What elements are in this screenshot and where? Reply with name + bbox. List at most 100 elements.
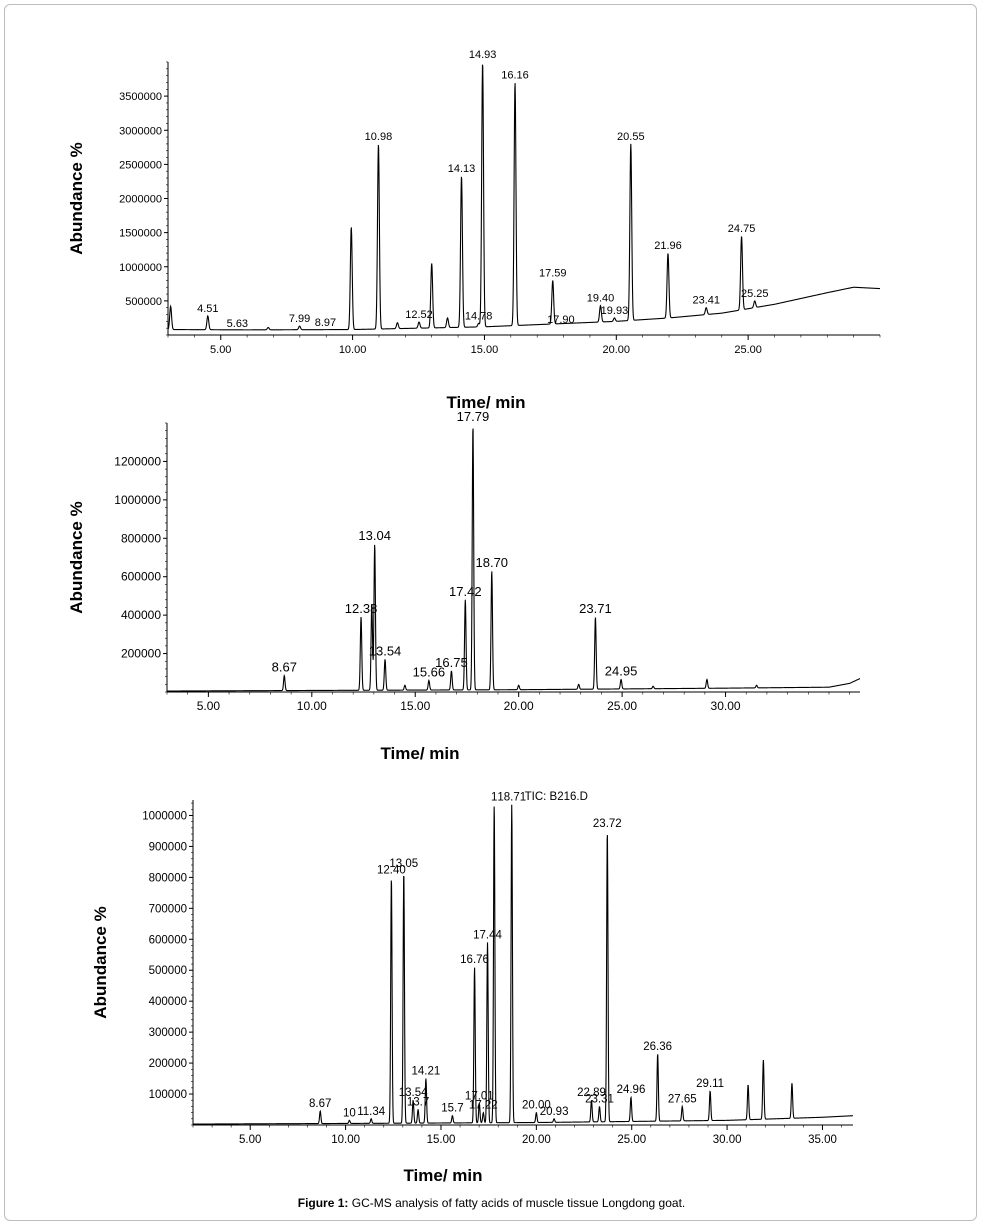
y-tick-label: 600000: [149, 934, 187, 946]
peak-label: 29.11: [696, 1078, 724, 1090]
peak-label: 20.93: [540, 1106, 569, 1118]
x-tick-label: 20.00: [504, 699, 534, 713]
peak-label: 10: [343, 1107, 356, 1119]
peak-label: 8.67: [309, 1098, 331, 1110]
caption-text: GC-MS analysis of fatty acids of muscle …: [351, 1196, 686, 1210]
chart-title: TIC: B216.D: [525, 791, 588, 803]
x-tick-label: 5.00: [210, 344, 231, 356]
peak-label: 15.66: [413, 664, 446, 679]
y-tick-label: 200000: [121, 647, 161, 661]
peak-label: 19.93: [601, 305, 629, 317]
peak-label: 14.13: [448, 163, 476, 175]
y-tick-label: 1000000: [114, 493, 161, 507]
peak-label: 13.04: [358, 528, 391, 543]
peak-label: 23.41: [692, 295, 720, 307]
peak-label: 20.55: [617, 131, 645, 143]
peak-label: 19.40: [587, 293, 615, 305]
peak-label: 24.75: [728, 223, 756, 235]
peak-label: 23.72: [593, 818, 622, 830]
chart-panel-3: 100000 200000 300000 400000 500000 600000 7000…: [91, 791, 854, 1185]
peak-label: 17.44: [473, 929, 502, 941]
peak-label: 14.21: [412, 1066, 441, 1078]
x-tick-label: 35.00: [808, 1134, 837, 1146]
peak-label: 4.51: [197, 303, 218, 315]
y-tick-label: 2500000: [119, 159, 162, 171]
x-axis-title: Time/ min: [446, 393, 525, 412]
peak-label: 18.71: [497, 792, 526, 804]
y-tick-label: 800000: [121, 531, 161, 545]
peak-label: 16.76: [460, 954, 489, 966]
x-tick-label: 30.00: [711, 699, 741, 713]
peak-label: 17.59: [539, 267, 567, 279]
peak-label: 12.38: [345, 601, 378, 616]
y-tick-label: 3000000: [119, 125, 162, 137]
x-tick-label: 25.00: [734, 344, 762, 356]
x-tick-label: 15.00: [400, 699, 430, 713]
peak-label: 16.75: [435, 655, 468, 670]
chart-panel-1: 500000 1000000 1500000 2000000 2500000 300000…: [67, 49, 881, 412]
peak-label: 10.98: [365, 131, 393, 143]
peak-label: 17.90: [547, 314, 575, 326]
y-tick-label: 200000: [149, 1058, 187, 1070]
x-tick-label: 20.00: [522, 1134, 551, 1146]
y-tick-label: 500000: [149, 965, 187, 977]
peak-label: 18.70: [476, 555, 509, 570]
y-tick-label: 1500000: [119, 228, 162, 240]
y-tick-label: 700000: [149, 903, 187, 915]
x-tick-label: 15.00: [427, 1134, 456, 1146]
x-tick-label: 5.00: [239, 1134, 261, 1146]
x-tick-label: 25.00: [617, 1134, 646, 1146]
peak-label: 20.00: [522, 1100, 551, 1112]
peak-label: 27.65: [668, 1093, 697, 1105]
peak-label: 16.16: [501, 69, 529, 81]
x-tick-label: 25.00: [607, 699, 637, 713]
peak-label: 12.40: [377, 864, 406, 876]
x-tick-label: 10.00: [297, 699, 327, 713]
peak-label: 17.79: [457, 409, 490, 424]
peak-label: 17.22: [469, 1100, 498, 1112]
peak-label: 14.93: [469, 49, 497, 61]
peak-label: 22.89: [577, 1087, 606, 1099]
y-axis-title: Abundance %: [67, 501, 86, 613]
x-tick-label: 5.00: [197, 699, 221, 713]
y-tick-label: 400000: [149, 996, 187, 1008]
y-tick-label: 800000: [149, 872, 187, 884]
y-tick-label: 1000000: [119, 262, 162, 274]
peak-label: 13.7: [407, 1097, 429, 1109]
peak-label: 8.67: [272, 660, 297, 675]
peak-label: 25.25: [741, 288, 769, 300]
y-tick-label: 3500000: [119, 91, 162, 103]
y-tick-label: 2000000: [119, 194, 162, 206]
peak-label: 13.54: [369, 643, 402, 658]
figure-frame: [4, 4, 977, 1221]
figure-caption: Figure 1: GC-MS analysis of fatty acids …: [0, 1196, 983, 1210]
y-tick-label: 600000: [121, 570, 161, 584]
peak-label: 17.01: [465, 1090, 494, 1102]
peak-label: 5.63: [227, 318, 248, 330]
peak-label: 13.05: [389, 858, 418, 870]
peak-label: 11.34: [357, 1106, 386, 1118]
signal-trace: [167, 64, 881, 331]
x-axis-title: Time/ min: [403, 1166, 482, 1185]
y-tick-label: 900000: [149, 841, 187, 853]
peak-label: 17.42: [449, 584, 482, 599]
signal-trace: [193, 804, 854, 1125]
peak-label: 7.99: [289, 313, 310, 325]
peak-label: 23.31: [585, 1093, 614, 1105]
x-tick-label: 30.00: [713, 1134, 742, 1146]
y-tick-label: 1000000: [142, 810, 187, 822]
y-axis-title: Abundance %: [67, 142, 86, 254]
peak-label: 23.71: [579, 601, 612, 616]
y-tick-label: 500000: [125, 296, 162, 308]
x-tick-label: 20.00: [603, 344, 631, 356]
peak-label: 26.36: [643, 1041, 672, 1053]
y-tick-label: 400000: [121, 608, 161, 622]
peak-label: 24.96: [617, 1084, 646, 1096]
y-tick-label: 1200000: [114, 454, 161, 468]
caption-label: Figure 1:: [297, 1196, 349, 1210]
y-axis-title: Abundance %: [91, 906, 110, 1018]
chart-panel-2: 200000 400000 600000 800000 1000000 1200000 5.…: [67, 409, 861, 763]
x-axis-title: Time/ min: [380, 744, 459, 763]
signal-trace: [167, 428, 861, 692]
